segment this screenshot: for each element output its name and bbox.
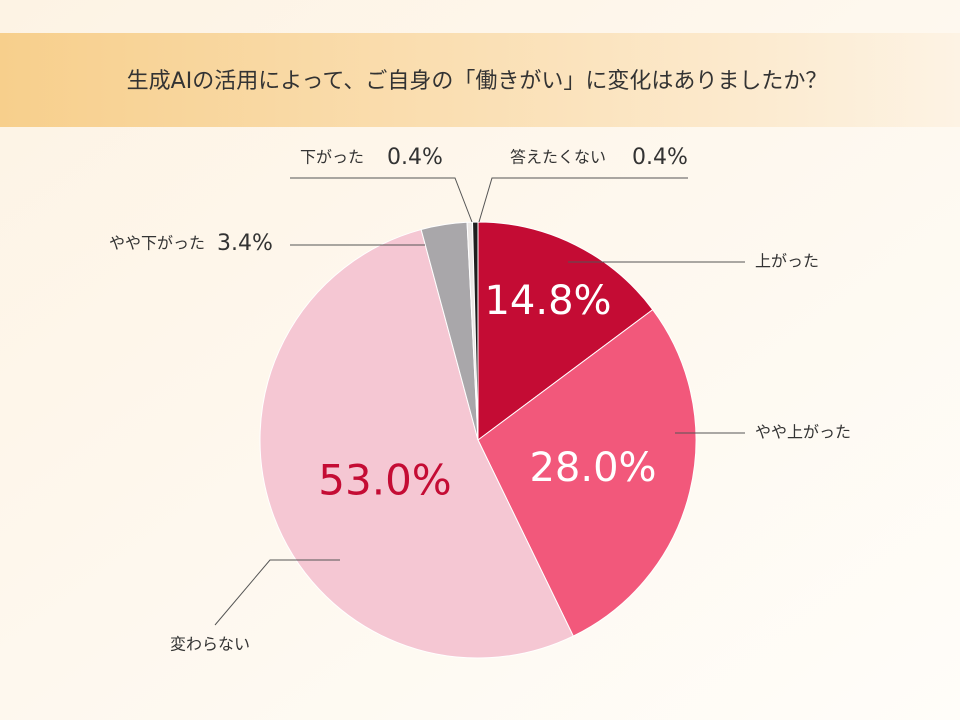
value-label: 28.0% bbox=[529, 445, 656, 491]
leader-line bbox=[478, 177, 688, 223]
leader-line bbox=[214, 559, 340, 626]
category-label: 答えたくない bbox=[510, 148, 606, 167]
value-label: 0.4% bbox=[632, 145, 688, 170]
category-label: 下がった bbox=[300, 148, 364, 167]
value-label: 0.4% bbox=[387, 145, 443, 170]
value-label: 53.0% bbox=[318, 456, 451, 505]
leader-line bbox=[290, 177, 473, 223]
value-label: 3.4% bbox=[217, 231, 273, 256]
category-label: やや下がった bbox=[109, 234, 205, 253]
value-label: 14.8% bbox=[484, 278, 611, 324]
title-banner bbox=[0, 33, 960, 127]
category-label: 上がった bbox=[755, 252, 819, 271]
pie-slice bbox=[477, 308, 697, 637]
pie-slice bbox=[472, 221, 479, 441]
category-label: 変わらない bbox=[170, 635, 250, 654]
chart-title: 生成AIの活用によって、ご自身の「働きがい」に変化はありましたか？ bbox=[127, 69, 828, 94]
category-label: やや上がった bbox=[755, 423, 851, 442]
pie-slice bbox=[259, 228, 574, 659]
pie-slice bbox=[477, 221, 654, 441]
